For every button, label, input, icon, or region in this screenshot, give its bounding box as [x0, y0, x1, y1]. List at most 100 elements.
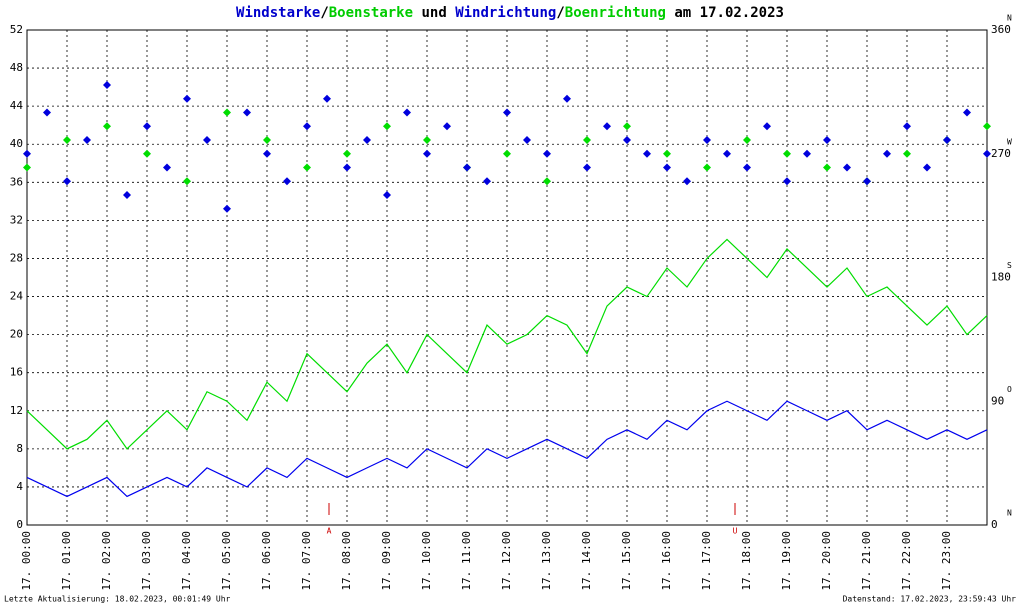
direction-point	[943, 136, 951, 144]
direction-letter: W	[1007, 137, 1012, 146]
x-tick-label: 17. 09:00	[380, 531, 393, 591]
direction-point	[923, 163, 931, 172]
direction-point	[343, 163, 351, 172]
direction-point	[603, 122, 611, 131]
y-tick-label: 20	[10, 328, 23, 341]
direction-point	[403, 108, 411, 117]
direction-point	[663, 149, 671, 158]
direction-point	[243, 108, 251, 117]
x-tick-label: 17. 01:00	[60, 531, 73, 591]
y-tick-label: 4	[16, 480, 23, 493]
direction-point	[743, 163, 751, 172]
chart-title: Windstarke/Boenstarke und Windrichtung/B…	[236, 5, 784, 21]
direction-point	[963, 108, 971, 117]
x-tick-label: 17. 17:00	[700, 531, 713, 591]
footer-left: Letzte Aktualisierung: 18.02.2023, 00:01…	[4, 595, 231, 604]
direction-point	[703, 136, 711, 144]
direction-letter: N	[1007, 509, 1012, 518]
x-tick-label: 17. 10:00	[420, 531, 433, 591]
y2-tick-label: 0	[991, 518, 998, 531]
direction-point	[883, 149, 891, 158]
direction-point	[423, 136, 431, 144]
x-tick-label: 17. 07:00	[300, 531, 313, 591]
direction-point	[63, 136, 71, 144]
direction-point	[323, 94, 331, 103]
direction-point	[263, 136, 271, 144]
x-tick-label: 17. 03:00	[140, 531, 153, 591]
direction-point	[303, 163, 311, 172]
y-tick-label: 0	[16, 518, 23, 531]
y-tick-label: 8	[16, 442, 23, 455]
direction-point	[263, 149, 271, 158]
direction-point	[303, 122, 311, 131]
direction-letter: N	[1007, 14, 1012, 23]
direction-point	[623, 122, 631, 131]
x-tick-label: 17. 16:00	[660, 531, 673, 591]
direction-point	[843, 163, 851, 172]
direction-point	[183, 94, 191, 103]
direction-point	[343, 149, 351, 158]
direction-point	[423, 149, 431, 158]
direction-point	[523, 136, 531, 144]
x-tick-label: 17. 08:00	[340, 531, 353, 591]
direction-point	[443, 122, 451, 131]
direction-point	[463, 163, 471, 172]
direction-point	[483, 177, 491, 186]
title-part: Windrichtung	[455, 5, 556, 21]
direction-point	[23, 149, 31, 158]
direction-point	[823, 136, 831, 144]
x-tick-label: 17. 12:00	[500, 531, 513, 591]
y-tick-label: 16	[10, 366, 23, 379]
direction-point	[823, 163, 831, 172]
direction-point	[903, 122, 911, 131]
y-tick-label: 36	[10, 175, 23, 188]
title-part: Boenrichtung	[565, 5, 666, 21]
direction-point	[583, 136, 591, 144]
x-tick-label: 17. 23:00	[940, 531, 953, 591]
direction-point	[63, 177, 71, 186]
x-tick-label: 17. 13:00	[540, 531, 553, 591]
direction-point	[83, 136, 91, 144]
direction-point	[983, 122, 991, 131]
direction-letter: O	[1007, 385, 1012, 394]
direction-point	[383, 191, 391, 199]
direction-point	[783, 177, 791, 186]
y2-tick-label: 360	[991, 23, 1011, 36]
y2-tick-label: 270	[991, 147, 1011, 160]
title-part: /	[556, 5, 564, 21]
x-tick-label: 17. 02:00	[100, 531, 113, 591]
x-tick-label: 17. 04:00	[180, 531, 193, 591]
direction-point	[123, 191, 131, 199]
y-tick-label: 24	[10, 290, 24, 303]
direction-point	[583, 163, 591, 172]
direction-point	[863, 177, 871, 186]
annotation-label: U	[733, 527, 738, 536]
annotation-label: A	[327, 527, 332, 536]
direction-point	[903, 149, 911, 158]
direction-point	[223, 108, 231, 117]
y2-tick-label: 90	[991, 394, 1004, 407]
direction-point	[563, 94, 571, 103]
direction-point	[43, 108, 51, 117]
direction-point	[723, 149, 731, 158]
direction-point	[103, 81, 111, 89]
direction-point	[663, 163, 671, 172]
direction-point	[163, 163, 171, 172]
direction-point	[143, 149, 151, 158]
direction-point	[623, 136, 631, 144]
x-tick-label: 17. 00:00	[20, 531, 33, 591]
x-tick-label: 17. 15:00	[620, 531, 633, 591]
footer-right: Datenstand: 17.02.2023, 23:59:43 Uhr	[843, 595, 1017, 604]
x-tick-label: 17. 06:00	[260, 531, 273, 591]
direction-point	[763, 122, 771, 131]
direction-point	[543, 177, 551, 186]
y-tick-label: 44	[10, 99, 24, 112]
direction-point	[783, 149, 791, 158]
x-tick-label: 17. 21:00	[860, 531, 873, 591]
x-tick-label: 17. 20:00	[820, 531, 833, 591]
direction-point	[363, 136, 371, 144]
direction-point	[503, 108, 511, 117]
y-tick-label: 52	[10, 23, 23, 36]
